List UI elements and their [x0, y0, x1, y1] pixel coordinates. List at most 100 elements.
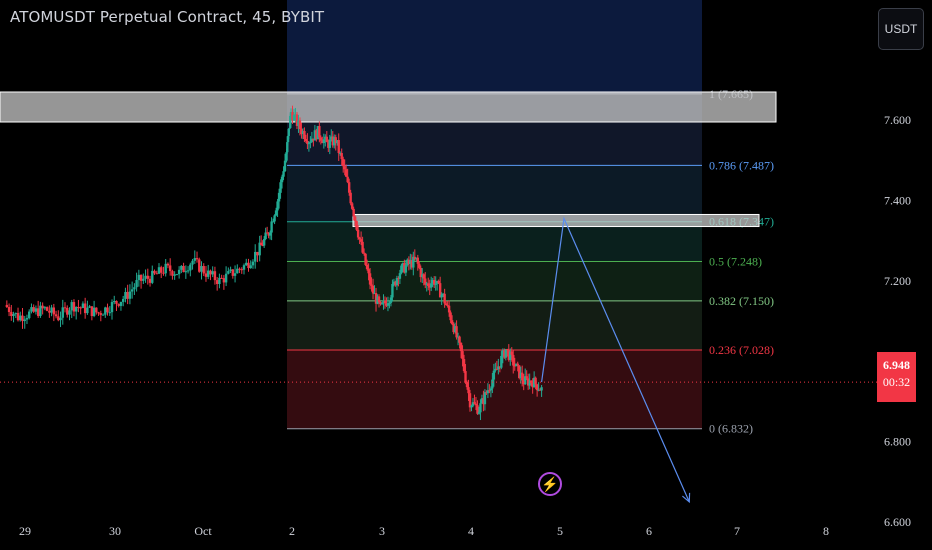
candle-body — [108, 312, 111, 314]
candle-body — [63, 307, 67, 309]
currency-button[interactable]: USDT — [878, 8, 924, 50]
candle-body — [142, 278, 145, 281]
candle-body — [473, 402, 476, 404]
candle-body — [101, 314, 105, 316]
candle-body — [336, 140, 339, 144]
candle-body — [254, 251, 257, 262]
candle-body — [365, 264, 369, 270]
candle-body — [389, 297, 393, 303]
candle-body — [121, 298, 125, 302]
candle-body — [412, 256, 415, 268]
candle-body — [92, 307, 96, 316]
candle-body — [461, 351, 464, 360]
candle-body — [306, 141, 309, 145]
candle-body — [135, 280, 138, 288]
candle-body — [30, 307, 33, 312]
candle-body — [75, 306, 78, 312]
candle-body — [204, 273, 208, 277]
candle-body — [113, 300, 116, 303]
candle-body — [321, 140, 324, 144]
candle-body — [501, 350, 505, 356]
candle-body — [117, 303, 120, 306]
candle-body — [153, 270, 156, 274]
candle-body — [231, 269, 235, 276]
candle-body — [534, 377, 537, 385]
candle-body — [310, 138, 314, 142]
candle-body — [531, 382, 534, 388]
candle-body — [48, 310, 51, 313]
candle-body — [521, 372, 524, 381]
candle-body — [427, 283, 430, 286]
fib-band — [287, 261, 702, 301]
candle-body — [364, 253, 367, 265]
candle-body — [146, 275, 149, 279]
candle-body — [99, 313, 103, 315]
y-axis-tick: 6.800 — [884, 435, 911, 449]
candle-body — [428, 285, 431, 288]
candle-body — [455, 326, 458, 338]
candle-body — [312, 138, 315, 141]
candle-body — [367, 269, 370, 274]
candle-body — [342, 159, 345, 167]
x-axis-tick: 2 — [289, 524, 295, 538]
candle-body — [271, 221, 275, 223]
candle-body — [480, 398, 484, 404]
candle-body — [431, 279, 434, 284]
candle-body — [213, 271, 217, 281]
candle-body — [392, 281, 396, 285]
candle-body — [313, 130, 317, 141]
candle-body — [277, 192, 281, 202]
candle-body — [474, 403, 478, 406]
candle-body — [516, 363, 519, 366]
candle-body — [518, 365, 521, 379]
candle-body — [362, 252, 366, 254]
candle-body — [361, 241, 364, 253]
candle-body — [59, 317, 62, 321]
candle-body — [488, 390, 491, 392]
candle-body — [286, 142, 289, 153]
candle-body — [224, 273, 228, 283]
candle-body — [316, 126, 320, 140]
candle-body — [506, 349, 509, 351]
lightning-icon[interactable]: ⚡ — [538, 472, 562, 496]
candle-body — [36, 308, 40, 317]
candle-body — [124, 291, 127, 299]
candle-body — [512, 354, 515, 366]
candle-body — [242, 265, 246, 270]
candle-body — [377, 296, 381, 303]
candle-body — [339, 153, 342, 155]
candle-body — [510, 351, 513, 355]
candle-body — [10, 312, 13, 317]
candle-body — [477, 412, 481, 414]
candle-body — [144, 275, 147, 279]
candle-body — [437, 280, 440, 284]
candle-body — [233, 273, 237, 276]
candle-body — [327, 142, 330, 148]
candle-body — [148, 278, 152, 283]
candle-body — [16, 313, 20, 321]
candle-body — [139, 274, 143, 281]
candle-body — [482, 398, 485, 405]
candle-body — [406, 259, 409, 266]
candle-body — [294, 114, 297, 116]
candle-body — [467, 387, 470, 394]
bar-countdown: 00:32 — [882, 375, 911, 389]
candle-body — [476, 405, 479, 414]
candle-body — [137, 274, 141, 281]
candle-body — [240, 269, 243, 271]
y-axis-tick: 6.600 — [884, 515, 911, 529]
candle-body — [386, 303, 390, 306]
x-axis-tick: 29 — [19, 524, 31, 538]
candle-body — [444, 303, 448, 306]
candle-body — [400, 265, 403, 274]
candle-body — [28, 311, 31, 319]
candle-body — [330, 136, 333, 140]
fib-level-label: 0.236 (7.028) — [709, 343, 774, 357]
candle-body — [164, 263, 167, 274]
candle-body — [180, 265, 183, 270]
y-axis-tick: 7.400 — [884, 193, 911, 207]
candle-body — [383, 300, 387, 304]
candle-body — [133, 287, 136, 290]
candle-body — [344, 169, 348, 177]
